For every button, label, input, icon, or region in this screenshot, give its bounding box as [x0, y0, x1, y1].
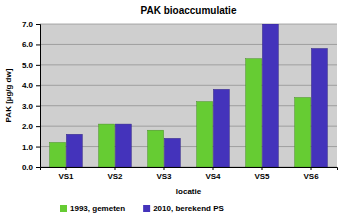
x-tick-label: VS6: [303, 172, 319, 181]
plot-background: [40, 24, 337, 167]
y-tick: 3.0: [22, 102, 40, 111]
x-axis-line: [41, 168, 338, 171]
x-axis-title: locatie: [176, 187, 202, 196]
y-tick-label: 7.0: [22, 20, 34, 29]
x-tick: VS6: [303, 167, 319, 181]
y-tick-mark: [36, 65, 40, 66]
bar: [197, 102, 213, 167]
y-tick-mark: [36, 126, 40, 127]
x-tick: VS1: [58, 167, 74, 181]
x-tick-label: VS4: [205, 172, 221, 181]
y-tick: 4.0: [22, 81, 40, 90]
x-tick-mark: [262, 167, 263, 170]
x-axis: VS1 VS2 VS3 VS4 VS5 VS6: [41, 167, 338, 181]
y-tick-label: 5.0: [22, 61, 34, 70]
grid-line: [40, 44, 337, 45]
bar: [164, 138, 180, 167]
grid-line: [40, 64, 337, 65]
y-tick-label: 0.0: [22, 163, 34, 172]
y-tick-mark: [36, 167, 40, 168]
chart: 0.01.02.03.04.05.06.07.0VS1VS2VS3VS4VS5V…: [0, 0, 347, 223]
x-tick-mark: [65, 167, 66, 170]
legend-swatch: [60, 205, 67, 212]
bar: [115, 124, 131, 167]
grid-line: [40, 85, 337, 86]
y-tick: 5.0: [22, 61, 40, 70]
bar: [262, 24, 278, 167]
y-tick: 2.0: [22, 122, 40, 131]
y-tick-label: 6.0: [22, 40, 34, 49]
bar: [295, 98, 311, 167]
x-tick-label: VS1: [58, 172, 74, 181]
legend-item: 2010, berekend PS: [143, 204, 224, 213]
x-tick-mark: [163, 167, 164, 170]
y-tick: 0.0: [22, 163, 40, 172]
grid-line: [40, 146, 337, 147]
grid: [40, 24, 337, 167]
x-tick-label: VS3: [156, 172, 172, 181]
y-axis-line: [36, 25, 41, 168]
legend-item: 1993, gemeten: [60, 204, 125, 213]
grid-line: [40, 126, 337, 127]
legend-label: 2010, berekend PS: [153, 204, 224, 213]
y-tick: 6.0: [22, 40, 40, 49]
y-tick-mark: [36, 106, 40, 107]
x-tick-label: VS5: [254, 172, 270, 181]
bar: [50, 142, 66, 167]
plot: 0.01.02.03.04.05.06.07.0VS1VS2VS3VS4VS5V…: [22, 20, 338, 181]
bar: [66, 134, 82, 167]
x-tick: VS3: [156, 167, 172, 181]
y-tick-mark: [36, 44, 40, 45]
bars: [50, 24, 328, 167]
y-tick-mark: [36, 24, 40, 25]
y-tick-label: 2.0: [22, 122, 34, 131]
bar: [148, 130, 164, 167]
bar: [99, 124, 115, 167]
y-tick-mark: [36, 147, 40, 148]
x-tick-label: VS2: [107, 172, 123, 181]
bar: [311, 49, 327, 167]
title: PAK bioaccumulatie: [141, 5, 237, 16]
grid-line: [40, 105, 337, 106]
y-axis-title: PAK [µg/g dw]: [4, 68, 13, 122]
legend-label: 1993, gemeten: [70, 204, 125, 213]
x-tick: VS2: [107, 167, 123, 181]
x-tick-mark: [213, 167, 214, 170]
legend-swatch: [143, 205, 150, 212]
y-tick-label: 1.0: [22, 143, 34, 152]
y-tick: 1.0: [22, 143, 40, 152]
y-tick: 7.0: [22, 20, 40, 29]
x-tick-mark: [114, 167, 115, 170]
x-tick-mark: [311, 167, 312, 170]
y-axis: 0.0 1.0 2.0 3.0 4.0 5.0 6.0 7.0: [22, 20, 41, 172]
bar: [246, 59, 262, 167]
bar: [213, 89, 229, 167]
x-tick: VS4: [205, 167, 221, 181]
y-tick-mark: [36, 85, 40, 86]
grid-line: [40, 24, 337, 25]
x-tick: VS5: [254, 167, 270, 181]
y-tick-label: 4.0: [22, 81, 34, 90]
y-tick-label: 3.0: [22, 102, 34, 111]
legend: 1993, gemeten 2010, berekend PS: [60, 204, 225, 213]
